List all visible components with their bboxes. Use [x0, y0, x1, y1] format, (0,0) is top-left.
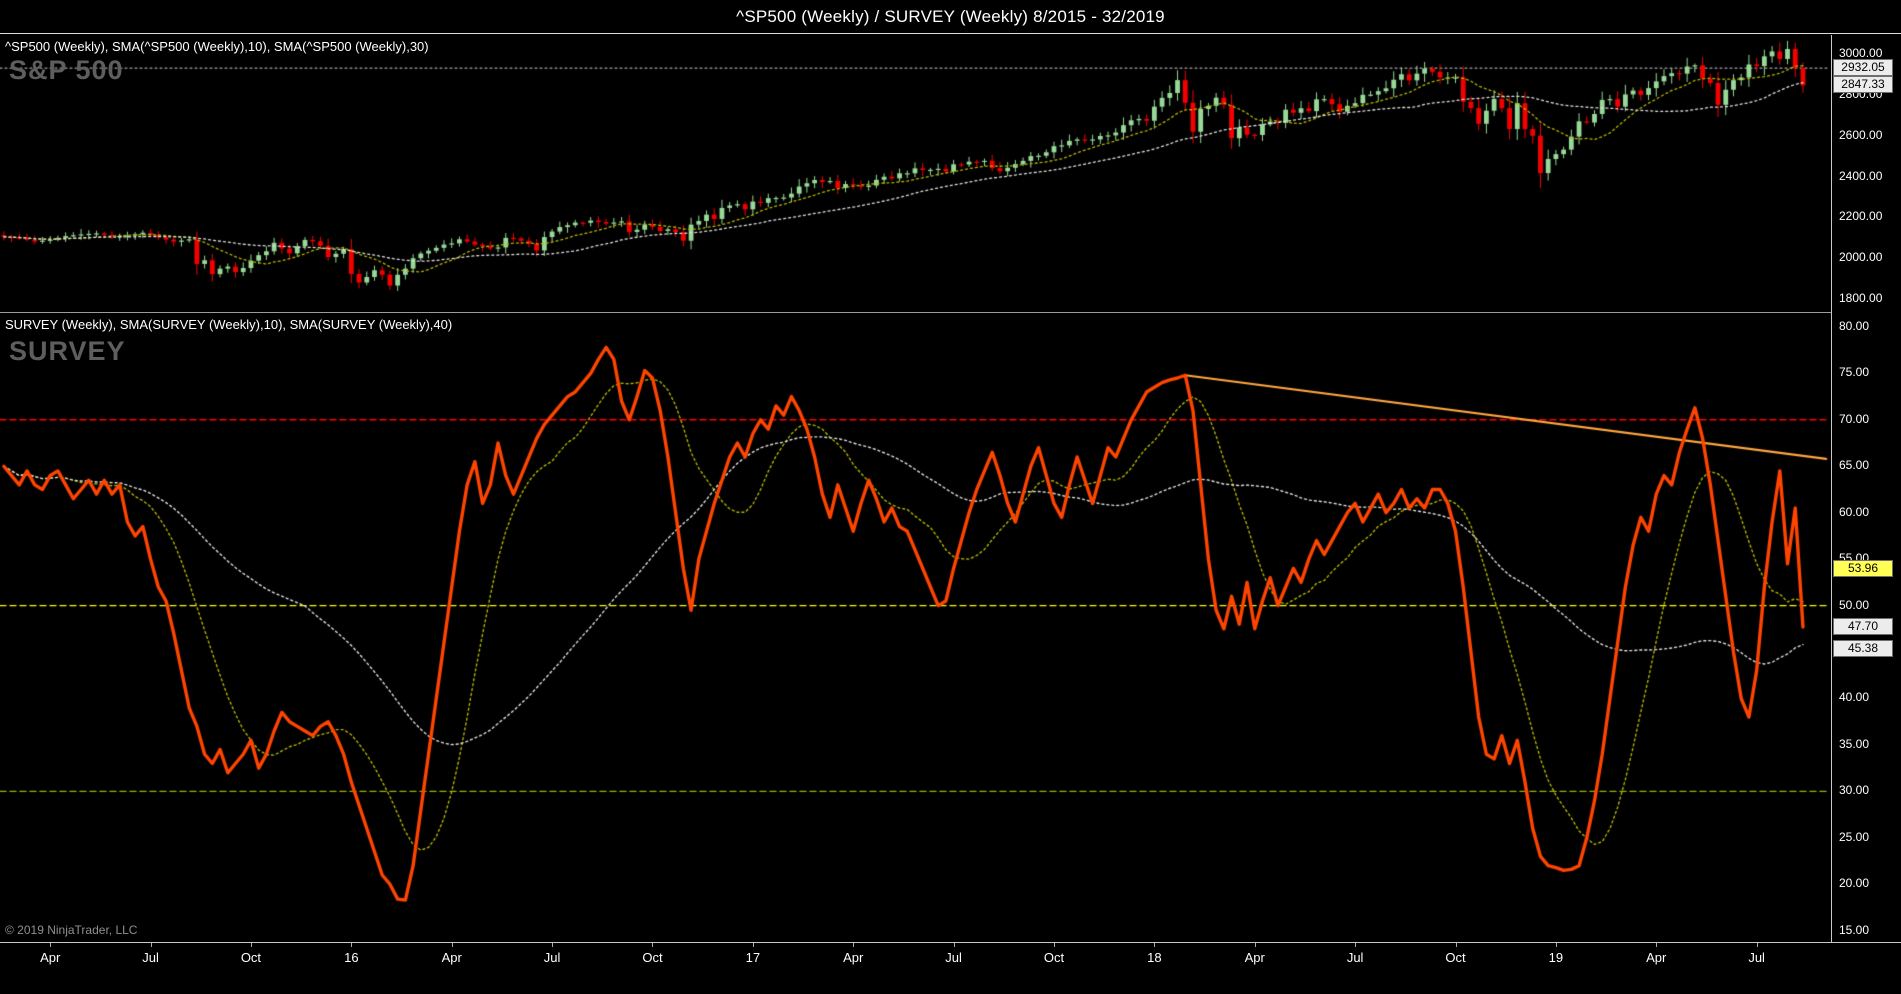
- x-axis-tick: [752, 943, 754, 947]
- x-axis-label: Jul: [142, 950, 159, 965]
- price-axis-tick-label: 2000.00: [1839, 250, 1883, 265]
- x-axis-label: Apr: [40, 950, 61, 965]
- price-watermark: S&P 500: [9, 55, 124, 85]
- x-axis-tick: [1555, 943, 1557, 947]
- price-axis-tick-label: 2400.00: [1839, 168, 1883, 183]
- survey-axis-tick-label: 65.00: [1839, 458, 1870, 473]
- survey-axis-tick-label: 80.00: [1839, 318, 1870, 333]
- x-axis-label: 18: [1147, 950, 1162, 965]
- x-axis-label: Oct: [642, 950, 663, 965]
- price-axis-tick-label: 2200.00: [1839, 209, 1883, 224]
- x-axis-label: Apr: [843, 950, 864, 965]
- x-axis-tick: [451, 943, 453, 947]
- x-axis-tick: [351, 943, 353, 947]
- survey-axis-tick-label: 75.00: [1839, 365, 1870, 380]
- survey-axis-tick-label: 40.00: [1839, 690, 1870, 705]
- x-axis-label: Apr: [1244, 950, 1265, 965]
- x-axis-label: Jul: [1748, 950, 1765, 965]
- x-axis-label: Apr: [441, 950, 462, 965]
- x-axis-label: Oct: [1445, 950, 1466, 965]
- x-axis-label: 19: [1548, 950, 1564, 965]
- price-tag: 2847.33: [1833, 76, 1893, 94]
- survey-value-tag: 53.96: [1833, 559, 1893, 577]
- price-tag: 2932.05: [1833, 59, 1893, 77]
- x-axis-label: Jul: [1346, 950, 1364, 965]
- survey-axis-tick-label: 60.00: [1839, 504, 1870, 519]
- x-axis-tick: [1154, 943, 1156, 947]
- x-axis-tick: [50, 943, 52, 947]
- survey-value-tag: 45.38: [1833, 639, 1893, 657]
- x-axis-tick: [150, 943, 152, 947]
- survey-axis-tick-label: 70.00: [1839, 411, 1870, 426]
- panel-separator[interactable]: [0, 312, 1831, 313]
- survey-axis-tick-label: 15.00: [1839, 922, 1870, 937]
- survey-axis-tick-label: 30.00: [1839, 783, 1870, 798]
- x-axis-tick: [652, 943, 654, 947]
- x-axis-tick: [552, 943, 554, 947]
- x-axis-tick: [1053, 943, 1055, 947]
- survey-indicator-label: SURVEY (Weekly), SMA(SURVEY (Weekly),10)…: [5, 317, 453, 332]
- x-axis-tick: [853, 943, 855, 947]
- time-axis[interactable]: Apr Jul Oct 16 Apr Jul Oct 17 Apr Jul Oct 18 Apr Jul O…: [0, 942, 1901, 973]
- x-axis-tick: [1254, 943, 1256, 947]
- price-axis[interactable]: 3000.00 2800.00 2600.00 2400.00 2200.00 2000.…: [1831, 35, 1901, 942]
- x-axis-tick: [1355, 943, 1357, 947]
- title-bar: ^SP500 (Weekly) / SURVEY (Weekly) 8/2015…: [0, 0, 1901, 34]
- price-axis-tick-label: 1800.00: [1839, 290, 1883, 305]
- chart-canvas[interactable]: [0, 35, 1830, 941]
- x-axis-label: Jul: [543, 950, 561, 965]
- price-axis-tick-label: 3000.00: [1839, 46, 1883, 61]
- x-axis-label: Oct: [1043, 950, 1065, 965]
- x-axis-label: 17: [745, 950, 761, 965]
- x-axis-label: Apr: [1646, 950, 1667, 965]
- copyright-notice: © 2019 NinjaTrader, LLC: [5, 923, 138, 937]
- survey-axis-tick-label: 35.00: [1839, 736, 1870, 751]
- x-axis-label: Jul: [945, 950, 962, 965]
- survey-axis-tick-label: 20.00: [1839, 876, 1870, 891]
- x-axis-tick: [1656, 943, 1658, 947]
- survey-value-tag: 47.70: [1833, 617, 1893, 635]
- price-axis-tick-label: 2600.00: [1839, 127, 1883, 142]
- survey-watermark: SURVEY: [9, 336, 126, 366]
- price-indicator-label: ^SP500 (Weekly), SMA(^SP500 (Weekly),10)…: [5, 39, 429, 54]
- x-axis-tick: [953, 943, 955, 947]
- x-axis-tick: [1756, 943, 1758, 947]
- survey-axis-tick-label: 50.00: [1839, 597, 1870, 612]
- survey-axis-tick-label: 25.00: [1839, 829, 1870, 844]
- chart-title: ^SP500 (Weekly) / SURVEY (Weekly) 8/2015…: [736, 6, 1165, 26]
- x-axis-tick: [250, 943, 252, 947]
- x-axis-label: Oct: [240, 950, 262, 965]
- x-axis-label: 16: [344, 950, 359, 965]
- x-axis-tick: [1455, 943, 1457, 947]
